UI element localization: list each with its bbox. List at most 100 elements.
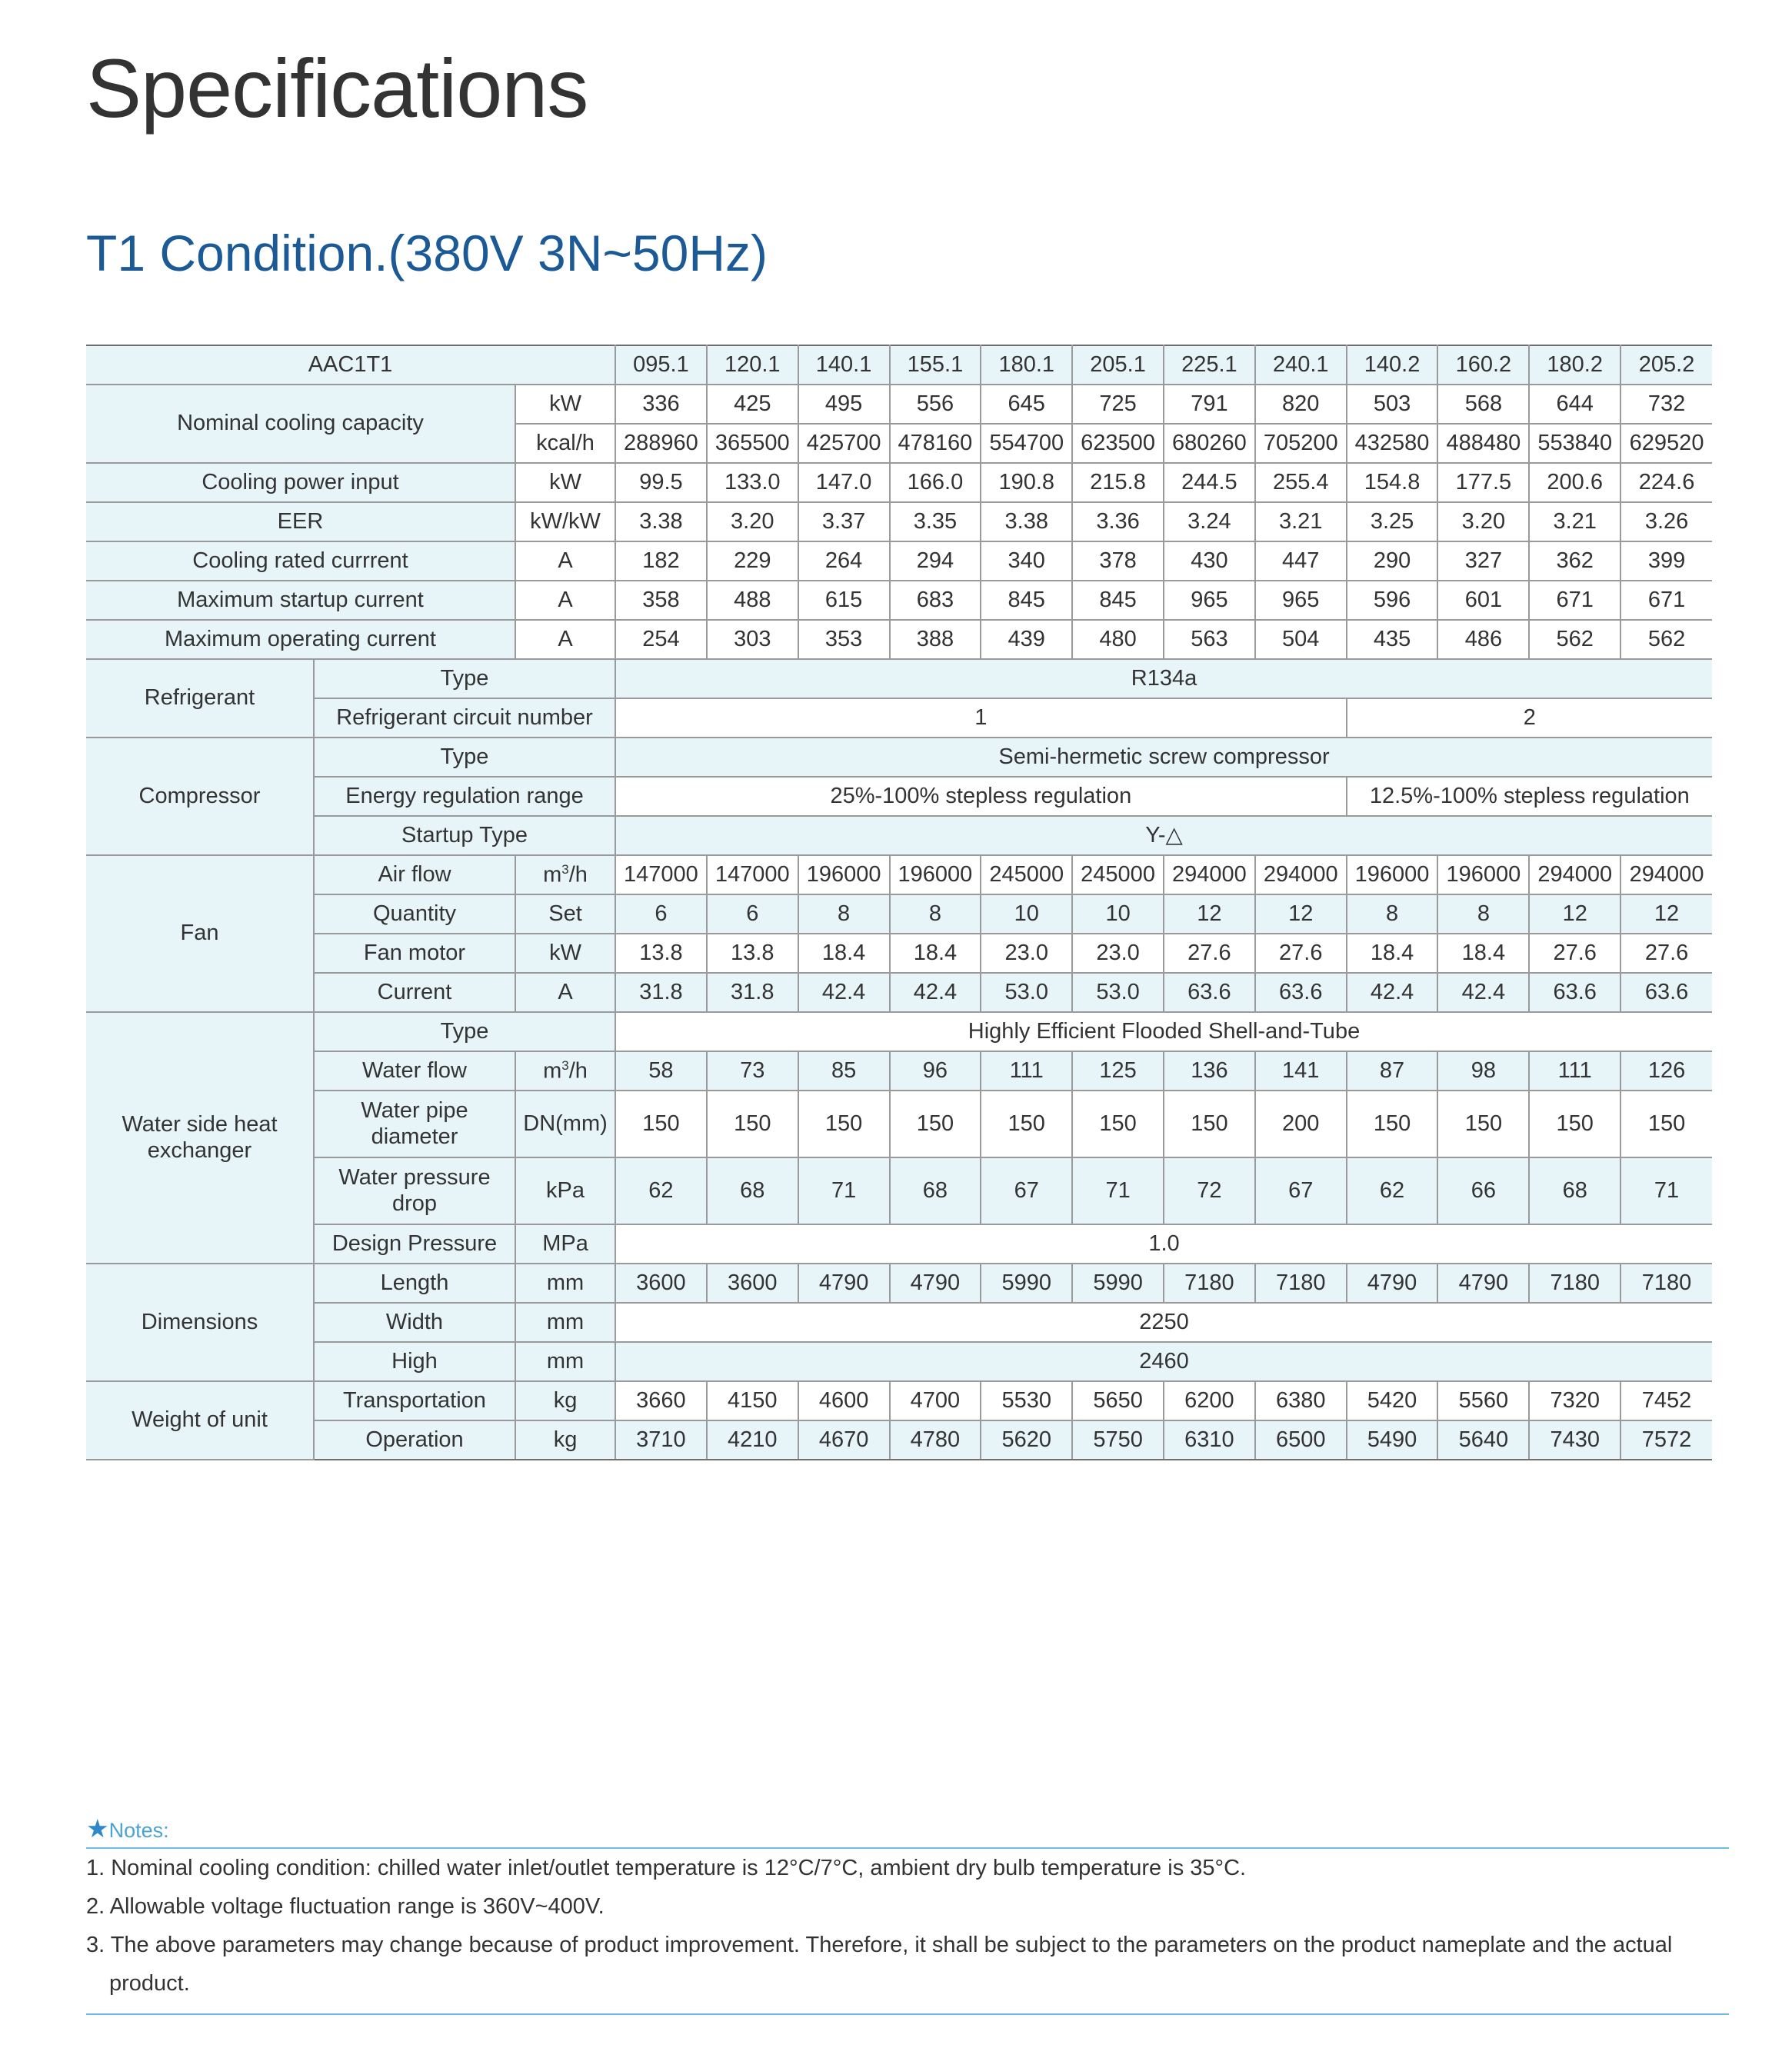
value-cell: 294000 [1529,854,1622,895]
value-cell: 553840 [1529,423,1622,464]
table-row: High mm 2460 [86,1341,1712,1382]
value-cell: 629520 [1620,423,1712,464]
value-cell: 488 [706,580,799,621]
value-cell: 965 [1254,580,1347,621]
value-cell: 196000 [889,854,982,895]
table-row: Current A 31.8 31.8 42.4 42.4 53.0 53.0 … [86,972,1712,1013]
value-cell: 126 [1620,1051,1712,1091]
value-cell: 3.24 [1163,501,1256,542]
page-title: Specifications [86,42,588,135]
value-cell: 12 [1254,894,1347,934]
value-cell: 31.8 [706,972,799,1013]
value-cell: 13.8 [706,933,799,974]
value-cell: 3.25 [1346,501,1439,542]
value-cell: 62 [615,1157,708,1225]
star-icon: ★ [86,1814,109,1843]
table-row: kcal/h 288960 365500 425700 478160 55470… [86,423,1712,464]
value-cell: 5620 [981,1420,1074,1460]
merged-value-cell: 12.5%-100% stepless regulation [1346,776,1712,817]
value-cell: 72 [1163,1157,1256,1225]
value-cell: 229 [706,541,799,581]
table-row: Compressor Type Semi-hermetic screw comp… [86,737,1712,856]
value-cell: 486 [1437,619,1531,660]
value-cell: 12 [1620,894,1712,934]
value-cell: 5420 [1346,1380,1439,1421]
value-cell: 244.5 [1163,462,1256,503]
value-cell: 18.4 [889,933,982,974]
value-cell: 4790 [889,1263,982,1304]
value-cell: 294000 [1620,854,1712,895]
model-header: 180.2 [1529,345,1622,385]
value-cell: 150 [1620,1090,1712,1158]
row-label-operation: Operation [314,1420,516,1460]
value-cell: 111 [981,1051,1074,1091]
unit-cell: A [515,972,617,1013]
value-cell: 5640 [1437,1420,1531,1460]
value-cell: 562 [1529,619,1622,660]
row-label-refrigerant-type: Type [314,658,617,699]
value-cell: 63.6 [1529,972,1622,1013]
value-cell: 7180 [1254,1263,1347,1304]
merged-value-cell: Y-△ [615,815,1712,856]
value-cell: 10 [1072,894,1164,934]
value-cell: 264 [798,541,891,581]
value-cell: 965 [1163,580,1256,621]
value-cell: 327 [1437,541,1531,581]
value-cell: 8 [1346,894,1439,934]
merged-value-cell: 2250 [615,1302,1712,1343]
value-cell: 425700 [798,423,891,464]
table-row: Water pressure drop kPa 62 68 71 68 67 7… [86,1157,1712,1225]
unit-cell: m3/h [515,854,617,895]
value-cell: 6310 [1163,1420,1256,1460]
row-label-quantity: Quantity [314,894,516,934]
value-cell: 5750 [1072,1420,1164,1460]
value-cell: 147000 [706,854,799,895]
value-cell: 196000 [798,854,891,895]
table-row: Maximum startup current A 358 488 615 68… [86,580,1712,621]
value-cell: 3.20 [1437,501,1531,542]
note-item: 1. Nominal cooling condition: chilled wa… [86,1856,1247,1880]
row-label-design-pressure: Design Pressure [314,1224,516,1264]
value-cell: 294 [889,541,982,581]
value-cell: 85 [798,1051,891,1091]
value-cell: 365500 [706,423,799,464]
value-cell: 182 [615,541,708,581]
group-label-compressor: Compressor [86,737,315,856]
notes-heading-label: Notes: [108,1819,169,1842]
value-cell: 62 [1346,1157,1439,1225]
table-row: Fan motor kW 13.8 13.8 18.4 18.4 23.0 23… [86,933,1712,974]
value-cell: 63.6 [1620,972,1712,1013]
value-cell: 111 [1529,1051,1622,1091]
value-cell: 6380 [1254,1380,1347,1421]
table-row: Dimensions Length mm 3600 3600 4790 4790… [86,1263,1712,1382]
row-label-length: Length [314,1263,516,1304]
unit-base: m [543,862,562,887]
unit-cell: DN(mm) [515,1090,617,1158]
value-cell: 71 [798,1157,891,1225]
model-header: 095.1 [615,345,708,385]
value-cell: 4150 [706,1380,799,1421]
unit-cell: mm [515,1341,617,1382]
table-row: Water pipe diameter DN(mm) 150 150 150 1… [86,1090,1712,1158]
model-header: 140.1 [798,345,891,385]
value-cell: 63.6 [1254,972,1347,1013]
model-header: 205.2 [1620,345,1712,385]
model-header: 140.2 [1346,345,1439,385]
table-row: Refrigerant Type R134a [86,658,1712,738]
value-cell: 705200 [1254,423,1347,464]
row-label-hx-type: Type [314,1011,617,1052]
value-cell: 98 [1437,1051,1531,1091]
value-cell: 12 [1163,894,1256,934]
value-cell: 596 [1346,580,1439,621]
value-cell: 196000 [1346,854,1439,895]
value-cell: 12 [1529,894,1622,934]
value-cell: 362 [1529,541,1622,581]
value-cell: 680260 [1163,423,1256,464]
row-label-nominal-cooling: Nominal cooling capacity [86,384,516,464]
value-cell: 58 [615,1051,708,1091]
value-cell: 725 [1072,384,1164,425]
value-cell: 6200 [1163,1380,1256,1421]
merged-value-cell: 1.0 [615,1224,1712,1264]
table-row: Water side heat exchanger Type Highly Ef… [86,1011,1712,1264]
unit-cell: mm [515,1263,617,1304]
